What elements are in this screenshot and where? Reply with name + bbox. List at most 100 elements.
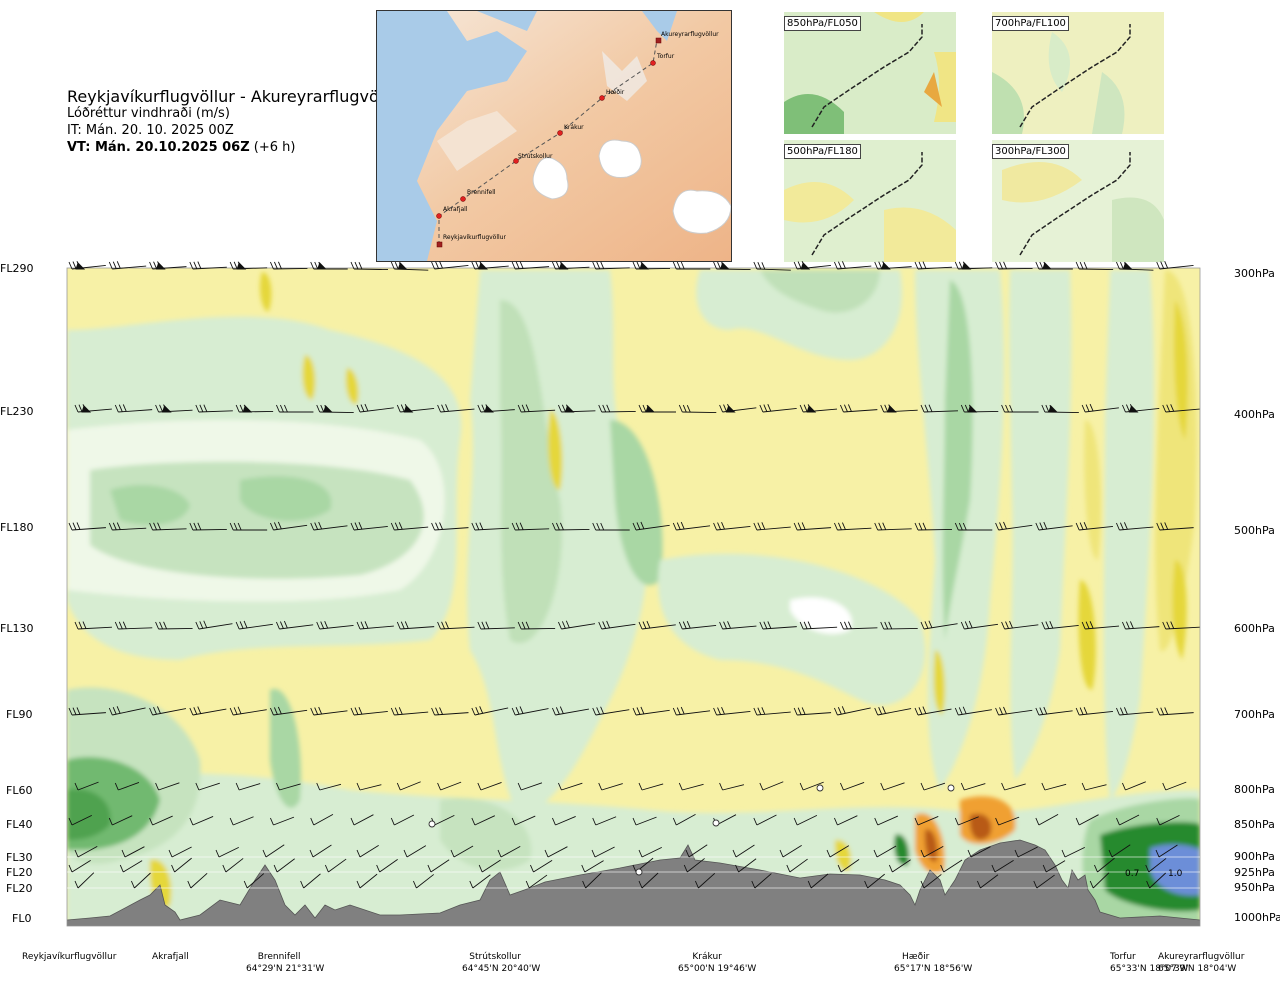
wind-barb-feather (995, 522, 999, 531)
wind-barb-pennant (558, 262, 569, 270)
wind-barb-feather (310, 707, 315, 716)
wind-barb-feather (1075, 261, 1080, 270)
waypoint-torfur-marker (650, 60, 656, 66)
route-point-name: Brennifell (257, 952, 301, 962)
wind-barb-shaft (877, 815, 898, 826)
wind-barb-feather (121, 849, 126, 858)
issue-time: IT: Mán. 20. 10. 2025 00Z (67, 123, 234, 138)
waypoint-reykjavik-marker (436, 241, 443, 248)
wind-barb-shaft (837, 707, 871, 716)
wind-barb-feather (837, 706, 842, 715)
wind-barb-feather (807, 621, 812, 629)
wind-barb-feather (511, 817, 516, 826)
wind-barb-feather (116, 261, 121, 269)
wind-barb-shaft (635, 816, 657, 826)
wind-barb-shaft (803, 408, 838, 413)
wind-barb-feather (566, 404, 570, 412)
wind-barb-shaft (641, 624, 676, 630)
wind-barb-feather (1001, 404, 1005, 413)
wind-barb-feather (882, 522, 887, 530)
wind-barb-feather (199, 404, 204, 413)
wind-barb-feather (1005, 621, 1009, 629)
wind-barb-shaft (1038, 525, 1073, 531)
wind-barb-shaft (756, 711, 791, 716)
wind-barb-feather (878, 261, 883, 269)
wind-barb-feather (193, 522, 198, 531)
wind-barb-feather (732, 849, 737, 858)
wind-barb-feather (1123, 707, 1128, 715)
wind-barb-feather (358, 261, 363, 270)
wind-barb-feather (229, 522, 234, 531)
wind-barb-feather (1001, 782, 1005, 791)
wind-barb-shaft (514, 815, 536, 826)
wind-barb-feather (237, 522, 242, 531)
wind-barb-feather (555, 707, 560, 715)
wind-barb-feather (638, 849, 643, 858)
calm-wind-marker (816, 784, 824, 792)
wind-barb-feather (552, 522, 556, 531)
wind-barb-feather (1014, 849, 1019, 858)
wind-barb-feather (195, 782, 200, 791)
wind-barb-shaft (520, 782, 543, 791)
wind-barb-shaft (594, 846, 615, 858)
wind-barb-feather (1083, 521, 1088, 530)
wind-barb-feather (763, 621, 768, 629)
wind-barb-feather (1164, 260, 1169, 269)
wind-barb-feather (1043, 261, 1048, 270)
wind-barb-shaft (877, 528, 912, 531)
wind-barb-shaft (394, 526, 429, 531)
wind-barb-shaft (521, 627, 556, 630)
wind-barb-feather (525, 880, 530, 889)
wind-barb-feather (596, 261, 601, 270)
wind-barb-feather (108, 707, 113, 716)
wind-barb-shaft (480, 409, 515, 413)
wind-barb-shaft (843, 627, 878, 630)
wind-barb-shaft (840, 859, 860, 873)
wind-barb-shaft (958, 267, 993, 270)
wind-barb-shaft (1119, 268, 1154, 271)
wind-barb-shaft (829, 845, 850, 858)
wind-barb-feather (864, 880, 869, 889)
wind-barb-feather (390, 522, 395, 531)
route-point-coord: 65°33'N 18°07'W (1110, 964, 1189, 974)
wind-barb-shaft (430, 859, 450, 873)
wind-barb-pennant (645, 405, 656, 413)
wind-barb-feather (519, 522, 524, 530)
wind-barb-feather (1166, 404, 1171, 412)
wind-barb-pennant (967, 405, 978, 413)
wind-barb-feather (394, 261, 399, 270)
wind-barb-feather (958, 522, 963, 531)
wind-barb-shaft (635, 267, 671, 270)
wind-barb-feather (356, 880, 361, 889)
wind-barb-feather (396, 404, 401, 413)
wind-barb-shaft (474, 265, 509, 270)
wind-barb-feather (636, 522, 641, 530)
wind-barb-feather (767, 621, 772, 629)
wind-barb-feather (713, 817, 717, 826)
wind-barb-feather (558, 404, 562, 413)
wind-barb-shaft (883, 627, 918, 630)
wind-barb-feather (356, 621, 361, 630)
wind-barb-feather (74, 782, 79, 791)
wind-barb-shaft (239, 410, 274, 413)
wind-barb-feather (556, 261, 560, 269)
wind-barb-feather (717, 522, 721, 530)
wind-barb-shaft (273, 267, 308, 270)
hpa-label-300: 300hPa (1234, 267, 1275, 280)
mini-map-700-graphic (992, 12, 1164, 134)
wind-barb-feather (995, 817, 999, 826)
wind-barb-feather (235, 621, 240, 630)
wind-barb-feather (964, 404, 969, 413)
wind-barb-shaft (353, 710, 388, 716)
hpa-label-500: 500hPa (1234, 524, 1275, 537)
waypoint-akrafjall-marker (436, 213, 442, 219)
wind-barb-shaft (198, 410, 233, 413)
wind-barb-feather (316, 782, 321, 791)
wind-barb-pennant (800, 262, 811, 270)
wind-barb-shaft (682, 411, 717, 414)
wind-barb-feather (600, 706, 605, 714)
wind-barb-feather (753, 261, 758, 270)
wind-barb-feather (74, 880, 79, 889)
map-label-reykjavik: Reykjavíkurflugvöllur (443, 234, 506, 241)
wind-barb-feather (596, 707, 601, 715)
